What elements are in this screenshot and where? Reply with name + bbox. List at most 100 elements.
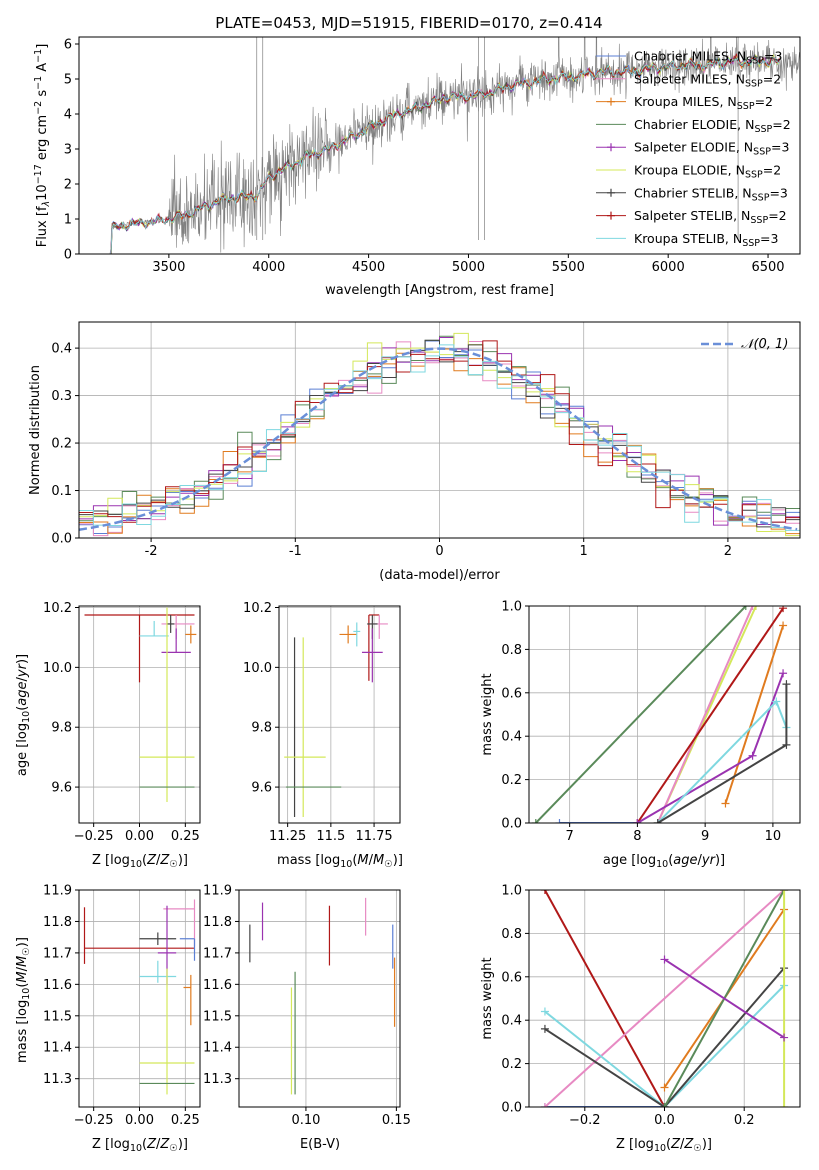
series-point [531,819,540,823]
label-part: 10 [21,711,32,723]
y-axis-label: Flux [fλ10−17 erg cm−2 s−1 A−1] [33,44,52,248]
series-point [741,606,750,610]
legend-eq: =2 [763,163,781,178]
series-salpeter-elodie [633,669,788,823]
errorbar-chabrier-stelib [167,614,175,633]
panel-spectrum: 3500 4000 4500 5000 5500 6000 6500 0 1 2 3 4 5 6 Chabr… [33,36,801,298]
normal-curve [79,347,798,531]
errorbar-salpeter-elodie [361,628,383,683]
legend-text: Kroupa STELIB, N [634,231,742,246]
series-point [540,1024,549,1033]
series-point [748,606,757,610]
errorbar-kroupa-stelib [353,622,361,647]
y-axis-label: mass [log10(M/M☉)] [15,937,32,1063]
y-tick-label: 11.9 [203,884,232,899]
x-tick-label: 6000 [652,260,685,275]
series-point [748,751,757,760]
label-part: M [15,971,30,982]
errorbar-salpeter-miles [163,899,196,947]
lines-area [540,890,789,1107]
axes-frame: 3500 4000 4500 5000 5500 6000 6500 0 1 2 3 4 5 6 [64,36,801,275]
series-salpeter-stelib [633,606,788,823]
y-tick-label: 0.3 [51,389,72,404]
x-tick-label: 9 [701,829,709,844]
series-point [540,1103,549,1107]
x-axis-label: age [log10(age/yr)] [603,853,725,870]
y-tick-label: 0 [64,248,72,263]
panel-mass_vs_EBV: 0.10 0.15 11.3 11.4 11.5 11.6 11.7 11.8 11.9 E(B-… [203,884,411,1153]
x-tick-label: 0.15 [382,1113,411,1128]
x-tick-label: 0.00 [125,1113,154,1128]
series-line [535,606,747,823]
y-label-part: 10 [35,184,50,201]
label-part: )] [178,853,188,868]
x-tick-label: 11.75 [355,829,392,844]
legend-entry: Salpeter ELODIE, NSSP=3 [634,140,789,158]
errorbar-salpeter-stelib [84,614,195,683]
label-part: Z [146,1137,157,1152]
label-part: age [673,853,697,868]
x-axis-label: Z [log10(Z/Z☉)] [92,853,188,870]
y-tick-label: 0.4 [51,342,72,357]
label-part: / [156,853,161,868]
panel-residuals: -2 -1 0 1 2 0.0 0.1 0.2 0.3 0.4 𝒩(0, 1) (data-model… [28,321,801,583]
legend-sub: SSP [745,78,763,89]
y-tick-label: 6 [64,38,72,53]
label-part: Z [146,853,157,868]
errorbar-salpeter-elodie [161,628,191,653]
legend-eq: =3 [760,231,778,246]
x-tick-label: 0.10 [291,1113,320,1128]
x-tick-label: 5500 [552,260,585,275]
errorbar-chabrier-miles [179,938,196,961]
x-tick-label: −0.25 [74,829,114,844]
x-tick-label: 0.25 [171,829,200,844]
x-tick-label: 0 [435,544,443,559]
x-tick-label: 0.25 [171,1113,200,1128]
x-tick-label: −0.2 [569,1113,601,1128]
label-part: ( [666,1137,671,1152]
label-part: 10 [654,1143,666,1154]
y-tick-label: 10.0 [243,661,272,676]
label-part: / [369,853,374,868]
label-part: M [357,853,368,868]
y-label-part: −1 [33,49,44,63]
series-line [724,625,785,804]
label-part: / [15,966,30,971]
series-kroupa-elodie [780,890,789,1107]
y-tick-label: 1.0 [501,600,522,615]
errorbar-area [84,607,197,803]
y-tick-label: 9.8 [251,721,272,736]
errorbar-area [83,899,196,1095]
y-tick-label: 9.6 [251,781,272,796]
x-axis-label: mass [log10(M/M☉)] [277,853,403,870]
label-part: M [15,956,30,967]
legend-text: Kroupa ELODIE, N [634,163,745,178]
y-tick-label: 11.6 [203,978,232,993]
label-part: 10 [656,859,668,870]
label-part: age [15,681,30,705]
y-tick-label: 9.8 [51,721,72,736]
errorbar-kroupa-stelib [139,620,169,637]
x-tick-label: 0.00 [125,829,154,844]
series-point [540,890,549,894]
y-tick-label: 11.8 [203,915,232,930]
legend-sub: SSP [745,170,763,181]
x-axis-label: (data-model)/error [379,568,500,583]
y-axis-label: age [log10(age/yr)] [15,654,32,776]
legend-eq: =2 [768,208,786,223]
label-part: ( [142,853,147,868]
legend-entry: Chabrier MILES, NSSP=3 [634,49,782,67]
label-part: / [15,676,30,681]
label-part: 10 [130,859,142,870]
y-tick-label: 10.0 [43,661,72,676]
histogram-kroupa-stelib [79,344,800,534]
y-tick-label: 11.7 [203,946,232,961]
x-tick-label: 6500 [751,260,784,275]
y-label-part: ] [35,44,50,49]
series-point [540,1007,549,1016]
errorbar-salpeter-stelib [83,907,195,964]
series-point [721,799,730,808]
legend-text: Chabrier STELIB, N [634,185,752,200]
y-tick-label: 3 [64,143,72,158]
series-point [751,606,760,610]
